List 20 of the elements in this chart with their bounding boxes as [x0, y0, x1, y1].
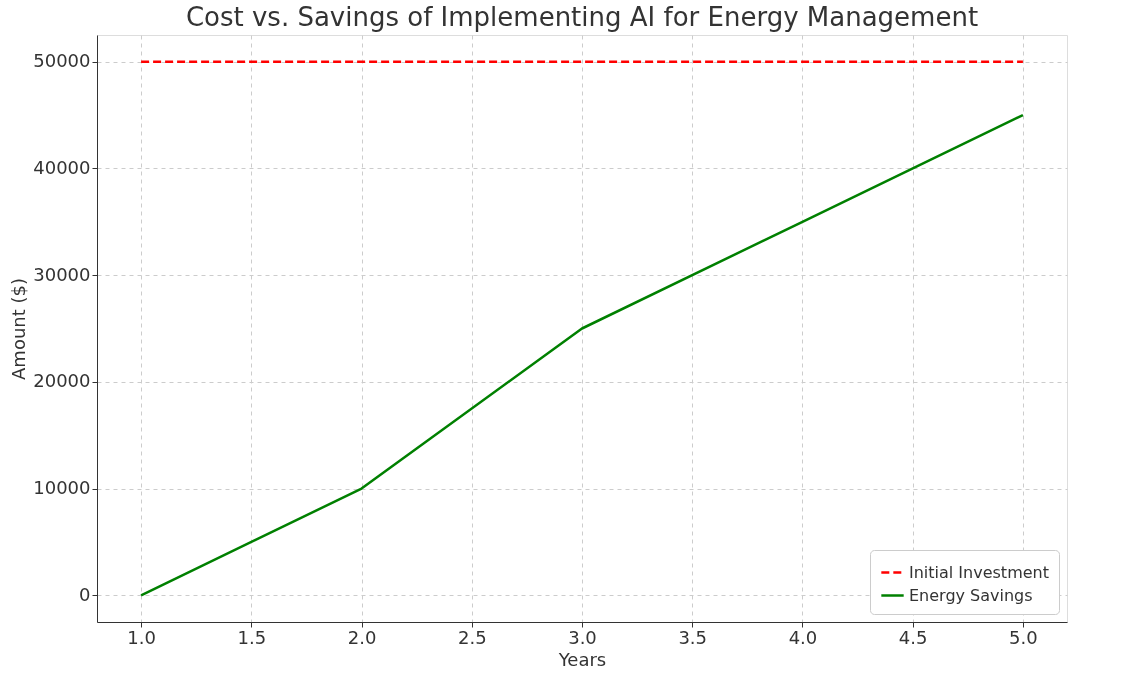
- x-tick-label: 1.0: [127, 626, 156, 648]
- x-tick-label: 2.0: [347, 626, 377, 648]
- y-tick-label: 0: [79, 583, 91, 605]
- x-tick-label: 5.0: [1009, 626, 1038, 648]
- x-tick-label: 1.5: [237, 626, 267, 648]
- legend-label: Initial Investment: [909, 562, 1049, 582]
- x-tick-label: 3.5: [678, 626, 708, 648]
- x-tick-label: 3.0: [568, 626, 597, 648]
- x-tick-label: 4.5: [898, 626, 928, 648]
- y-tick-label: 40000: [33, 156, 91, 178]
- y-tick-label: 20000: [33, 370, 91, 392]
- chart-title: Cost vs. Savings of Implementing AI for Energy Management: [185, 2, 979, 32]
- x-tick-label: 2.5: [457, 626, 487, 648]
- y-tick-label: 50000: [33, 50, 91, 72]
- y-axis-title: Amount ($): [8, 278, 30, 380]
- y-tick-label: 30000: [33, 263, 91, 285]
- legend-label: Energy Savings: [909, 585, 1033, 605]
- x-axis-title: Years: [557, 648, 607, 670]
- x-tick-label: 4.0: [788, 626, 818, 648]
- y-tick-label: 10000: [33, 477, 91, 499]
